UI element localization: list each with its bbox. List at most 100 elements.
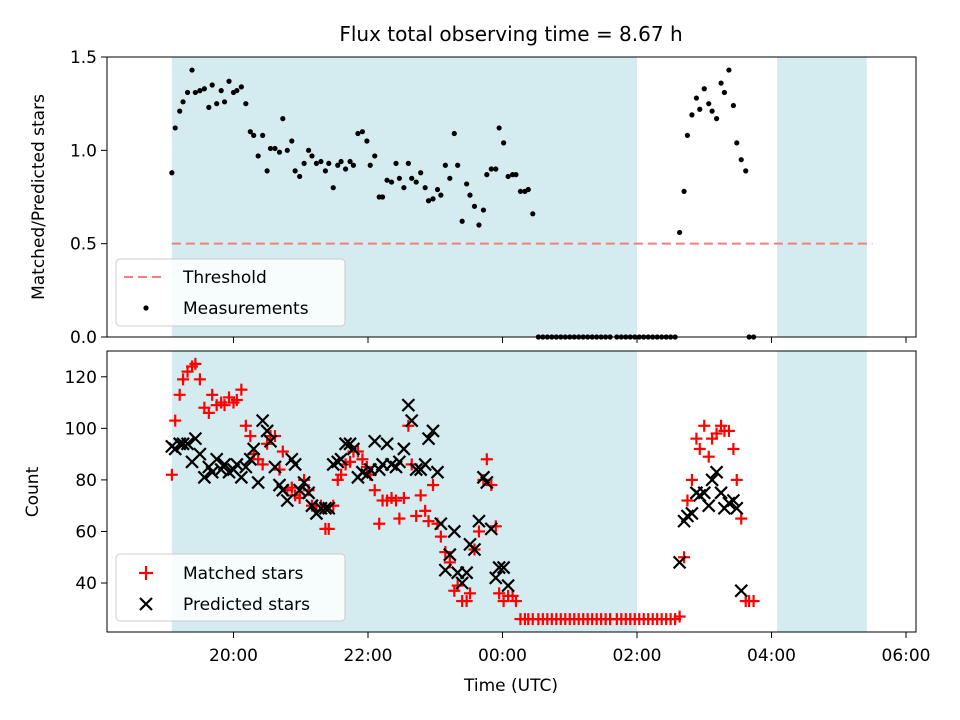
matched-point-66 bbox=[439, 546, 452, 559]
matched-point-119 bbox=[673, 610, 686, 623]
measurement-point-129 bbox=[718, 80, 724, 86]
matched-point-60 bbox=[414, 489, 427, 502]
predicted-point-65 bbox=[434, 516, 448, 531]
top-axes-frame bbox=[106, 56, 917, 338]
measurement-point-119 bbox=[676, 229, 683, 236]
matched-point-27 bbox=[276, 445, 289, 458]
measurement-point-46 bbox=[359, 129, 365, 135]
matched-point-83 bbox=[509, 595, 522, 608]
measurement-point-80 bbox=[501, 140, 507, 146]
predicted-point-16 bbox=[230, 457, 244, 472]
measurement-point-28 bbox=[284, 147, 290, 153]
predicted-point-52 bbox=[380, 437, 394, 451]
measurement-point-55 bbox=[396, 175, 402, 181]
matched-point-46 bbox=[356, 453, 369, 466]
predicted-point-82 bbox=[672, 555, 687, 570]
measurement-point-74 bbox=[476, 222, 482, 228]
measurement-point-59 bbox=[413, 179, 419, 185]
measurement-point-123 bbox=[693, 95, 700, 101]
predicted-point-41 bbox=[334, 452, 348, 467]
x-tick-label-4: 04:00 bbox=[747, 646, 796, 666]
measurement-point-21 bbox=[255, 153, 261, 159]
measurement-point-5 bbox=[189, 67, 195, 73]
matched-point-9 bbox=[202, 406, 215, 419]
predicted-point-19 bbox=[243, 452, 258, 467]
predicted-point-81 bbox=[501, 578, 515, 593]
matched-point-121 bbox=[681, 494, 694, 507]
measurement-point-126 bbox=[706, 101, 712, 107]
matched-point-63 bbox=[427, 479, 440, 492]
predicted-point-77 bbox=[484, 522, 499, 536]
measurement-point-12 bbox=[218, 88, 224, 94]
measurement-point-18 bbox=[243, 101, 249, 107]
measurement-point-23 bbox=[264, 168, 270, 174]
predicted-point-63 bbox=[426, 424, 440, 438]
predicted-point-66 bbox=[438, 563, 453, 577]
measurement-point-132 bbox=[730, 102, 736, 109]
top-y-tick-label-2: 1.0 bbox=[70, 141, 97, 161]
predicted-point-20 bbox=[246, 442, 261, 456]
matched-point-16 bbox=[230, 393, 243, 406]
top-y-tick-label-1: 0.5 bbox=[70, 235, 97, 255]
x-tick-label-2: 00:00 bbox=[478, 646, 527, 666]
predicted-point-62 bbox=[421, 431, 436, 446]
measurement-point-83 bbox=[513, 172, 519, 178]
predicted-point-42 bbox=[338, 437, 353, 451]
predicted-point-97 bbox=[734, 583, 749, 598]
bottom-y-axis-label: Count bbox=[23, 466, 43, 517]
matched-point-126 bbox=[702, 450, 715, 463]
predicted-point-25 bbox=[268, 460, 282, 474]
measurement-point-65 bbox=[438, 192, 444, 198]
predicted-point-22 bbox=[255, 413, 270, 428]
legend-measurements-icon bbox=[143, 305, 149, 311]
bottom-y-tick-label-3: 100 bbox=[65, 419, 97, 439]
measurement-point-84 bbox=[517, 188, 524, 194]
bottom-y-tick-label-1: 60 bbox=[75, 522, 97, 542]
predicted-point-34 bbox=[305, 498, 319, 513]
measurement-point-25 bbox=[272, 145, 278, 152]
top-shaded-region-1 bbox=[777, 57, 867, 337]
measurement-point-0 bbox=[169, 170, 175, 176]
measurement-point-79 bbox=[496, 125, 502, 131]
measurement-point-2 bbox=[177, 108, 183, 114]
measurement-point-64 bbox=[434, 186, 441, 193]
predicted-point-89 bbox=[701, 498, 716, 513]
matched-point-133 bbox=[730, 473, 743, 486]
matched-point-54 bbox=[390, 494, 403, 507]
measurement-point-31 bbox=[297, 173, 303, 180]
measurement-point-54 bbox=[393, 160, 399, 166]
predicted-point-11 bbox=[209, 452, 224, 467]
predicted-point-76 bbox=[480, 475, 494, 490]
measurement-point-29 bbox=[289, 138, 295, 144]
measurement-point-38 bbox=[326, 160, 332, 166]
measurement-point-10 bbox=[209, 82, 215, 88]
measurement-point-63 bbox=[430, 196, 436, 202]
matched-point-72 bbox=[463, 587, 476, 600]
matched-point-131 bbox=[722, 424, 735, 437]
predicted-point-33 bbox=[301, 486, 316, 500]
measurement-point-27 bbox=[280, 116, 286, 122]
measurement-point-67 bbox=[447, 175, 453, 181]
measurement-point-40 bbox=[335, 162, 341, 168]
predicted-point-10 bbox=[205, 465, 219, 479]
matched-point-2 bbox=[173, 388, 186, 401]
measurement-point-68 bbox=[451, 130, 457, 137]
measurement-point-134 bbox=[738, 157, 744, 163]
matched-point-38 bbox=[322, 522, 335, 535]
measurement-point-133 bbox=[734, 140, 740, 146]
measurement-point-41 bbox=[338, 158, 344, 165]
predicted-point-70 bbox=[455, 576, 469, 590]
measurement-point-53 bbox=[388, 179, 395, 185]
matched-point-45 bbox=[351, 445, 364, 458]
matched-point-59 bbox=[410, 509, 423, 522]
measurement-point-135 bbox=[743, 168, 749, 174]
measurement-point-24 bbox=[267, 145, 274, 152]
predicted-point-17 bbox=[234, 470, 249, 485]
measurement-point-58 bbox=[409, 175, 415, 181]
top-legend: Threshold Measurements bbox=[115, 258, 346, 327]
predicted-point-61 bbox=[418, 457, 432, 472]
top-legend-box bbox=[115, 258, 346, 327]
matched-point-41 bbox=[335, 468, 348, 481]
predicted-points bbox=[165, 398, 749, 598]
